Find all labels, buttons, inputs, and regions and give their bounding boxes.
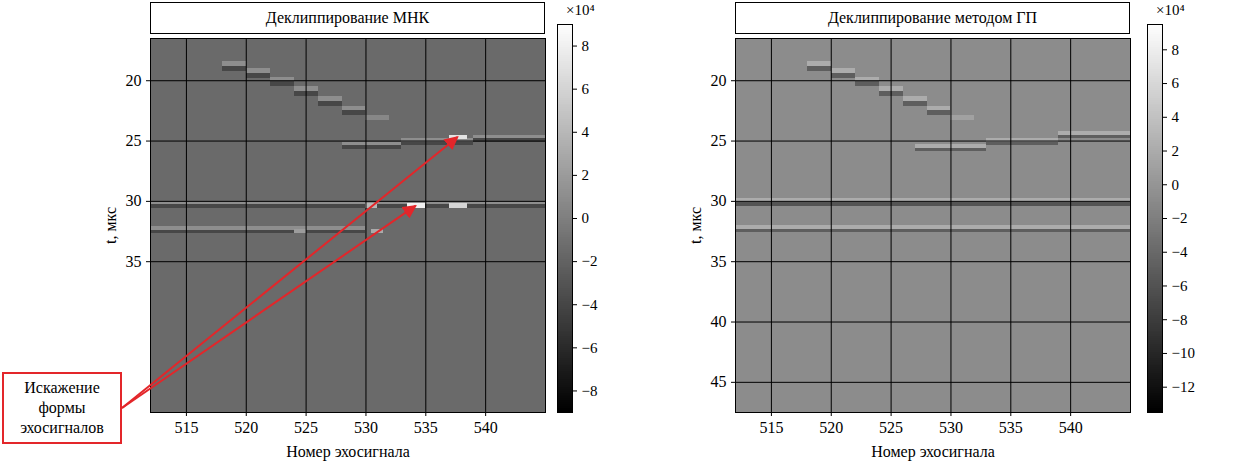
- svg-text:530: 530: [354, 419, 378, 436]
- html-text:Деклиппирование методом ГП: Деклиппирование методом ГП: [827, 9, 1038, 26]
- svg-text:t, мкс: t, мкс: [102, 207, 119, 244]
- svg-text:−2: −2: [1172, 210, 1188, 226]
- svg-text:0: 0: [582, 210, 590, 226]
- svg-text:6: 6: [1172, 75, 1180, 91]
- svg-text:−6: −6: [582, 340, 598, 356]
- svg-text:520: 520: [234, 419, 258, 436]
- svg-text:540: 540: [1059, 419, 1083, 436]
- svg-text:525: 525: [879, 419, 903, 436]
- svg-text:0: 0: [1172, 177, 1180, 193]
- svg-text:6: 6: [582, 81, 590, 97]
- svg-text:35: 35: [711, 253, 727, 270]
- html-text:×10⁴: ×10⁴: [1156, 2, 1185, 18]
- svg-text:−6: −6: [1172, 278, 1188, 294]
- svg-text:2: 2: [582, 167, 590, 183]
- svg-text:−8: −8: [1172, 312, 1188, 328]
- svg-text:535: 535: [414, 419, 438, 436]
- html-text:×10⁴: ×10⁴: [566, 2, 595, 18]
- svg-text:−8: −8: [582, 383, 598, 399]
- html-text:эхосигналов: эхосигналов: [20, 419, 104, 436]
- html-text:Деклиппирование МНК: Деклиппирование МНК: [265, 9, 430, 26]
- svg-text:t, мкс: t, мкс: [687, 207, 704, 244]
- svg-text:30: 30: [126, 192, 142, 209]
- svg-text:530: 530: [939, 419, 963, 436]
- svg-text:515: 515: [174, 419, 198, 436]
- svg-text:−12: −12: [1172, 379, 1195, 395]
- svg-text:535: 535: [999, 419, 1023, 436]
- svg-text:25: 25: [711, 132, 727, 149]
- html-text:формы: формы: [38, 399, 86, 416]
- svg-text:35: 35: [126, 253, 142, 270]
- svg-text:−4: −4: [582, 297, 598, 313]
- svg-text:8: 8: [1172, 42, 1180, 58]
- svg-text:20: 20: [711, 72, 727, 89]
- svg-text:45: 45: [711, 373, 727, 390]
- svg-text:20: 20: [126, 72, 142, 89]
- svg-text:40: 40: [711, 313, 727, 330]
- svg-text:30: 30: [711, 192, 727, 209]
- svg-text:540: 540: [474, 419, 498, 436]
- svg-text:−2: −2: [582, 253, 598, 269]
- svg-text:520: 520: [819, 419, 843, 436]
- svg-text:2: 2: [1172, 143, 1180, 159]
- svg-text:−4: −4: [1172, 244, 1188, 260]
- svg-text:25: 25: [126, 132, 142, 149]
- html-text:Искажение: Искажение: [24, 379, 100, 396]
- svg-text:4: 4: [582, 124, 590, 140]
- svg-text:515: 515: [759, 419, 783, 436]
- svg-text:Номер эхосигнала: Номер эхосигнала: [286, 443, 410, 461]
- svg-text:−10: −10: [1172, 345, 1195, 361]
- svg-text:Номер эхосигнала: Номер эхосигнала: [871, 443, 995, 461]
- svg-text:525: 525: [294, 419, 318, 436]
- svg-text:8: 8: [582, 38, 590, 54]
- svg-text:4: 4: [1172, 109, 1180, 125]
